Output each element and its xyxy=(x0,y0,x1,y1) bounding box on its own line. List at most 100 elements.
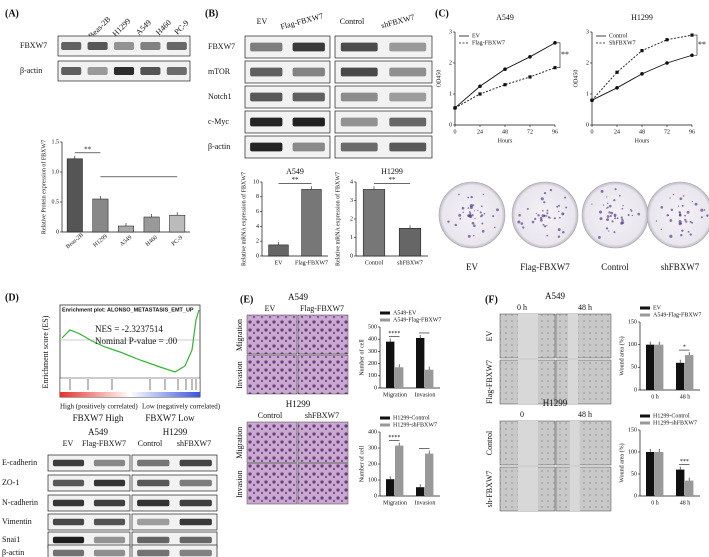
y-tick-label: 100 xyxy=(368,477,377,483)
legend-label: H1299-Control xyxy=(393,415,430,421)
colony xyxy=(630,209,633,212)
point xyxy=(590,98,594,102)
colony xyxy=(669,219,673,222)
colony xyxy=(700,208,704,212)
colony xyxy=(669,234,673,238)
colony xyxy=(562,230,565,234)
annotation: *** xyxy=(680,459,689,465)
legend-label: Flag-FBXW7 xyxy=(472,40,505,46)
bar xyxy=(655,344,664,390)
colony xyxy=(481,230,485,233)
y-tick-label: 0 xyxy=(634,493,637,499)
row-label: N-cadherin xyxy=(2,498,38,507)
wound-gap xyxy=(518,421,538,465)
band xyxy=(340,42,378,52)
y-label: Wound area (%) xyxy=(618,336,625,375)
y-tick-label: 4 xyxy=(256,224,259,230)
colony xyxy=(495,208,499,212)
colony xyxy=(606,218,609,221)
point xyxy=(478,84,482,89)
bar xyxy=(268,244,289,257)
y-tick-label: 1.0 xyxy=(52,169,60,175)
band xyxy=(52,459,85,467)
colony xyxy=(482,193,485,196)
colony-label: EV xyxy=(466,262,478,272)
colony xyxy=(562,213,565,215)
colony xyxy=(467,207,470,209)
colony xyxy=(631,214,634,217)
colony xyxy=(454,223,458,227)
y-tick-label: 1 xyxy=(350,235,353,241)
y-tick-label: 150 xyxy=(628,427,637,433)
band xyxy=(93,536,126,544)
band xyxy=(250,67,283,77)
group-label: FBXW7 High xyxy=(73,413,124,423)
legend-label: A549-EV xyxy=(393,310,417,316)
x-tick-label: A549 xyxy=(119,235,133,248)
series-line xyxy=(454,67,556,109)
colony xyxy=(684,218,687,221)
colony xyxy=(546,225,548,227)
band xyxy=(113,42,135,50)
point xyxy=(528,55,532,59)
legend-label: A549-Flag-FBXW7 xyxy=(653,312,701,318)
y-tick-label: 0 xyxy=(350,253,353,259)
colony xyxy=(546,209,549,212)
y-tick-label: 400 xyxy=(368,429,377,435)
blot xyxy=(334,85,433,109)
point xyxy=(528,75,532,79)
bar xyxy=(685,480,694,496)
x-tick-label: 48 xyxy=(502,129,508,135)
blot xyxy=(47,454,131,472)
colony xyxy=(655,220,658,222)
colony xyxy=(473,224,476,228)
band xyxy=(61,42,82,50)
colony xyxy=(537,214,540,217)
annotation: ** xyxy=(698,40,706,49)
blot xyxy=(244,85,331,109)
point xyxy=(615,86,619,90)
band xyxy=(137,549,170,557)
wound-gap xyxy=(569,421,580,465)
colony xyxy=(680,233,683,237)
colony xyxy=(608,204,612,208)
colony xyxy=(543,215,546,217)
y-label: Number of cell xyxy=(358,339,365,376)
colony xyxy=(598,210,603,214)
wound-image xyxy=(555,359,612,405)
colony xyxy=(613,213,617,217)
y-label: Relative Protein expression of FBXW7 xyxy=(40,140,47,234)
colony xyxy=(619,194,621,197)
y-label: Relative mRNA expression of FBXW7 xyxy=(240,172,247,266)
colony xyxy=(479,211,482,214)
colony xyxy=(493,226,496,229)
colony xyxy=(557,228,561,232)
y-tick-label: 0 xyxy=(56,229,59,235)
legend-swatch xyxy=(640,306,650,310)
x-tick-label: Flag-FBXW7 xyxy=(295,260,328,266)
colony xyxy=(620,216,623,219)
colony xyxy=(608,230,610,232)
point xyxy=(690,33,694,37)
bar xyxy=(676,469,685,496)
condition-label: shFBXW7 xyxy=(305,411,339,420)
band xyxy=(340,92,378,102)
x-tick-label: 48 h xyxy=(680,500,691,506)
legend-swatch xyxy=(380,311,390,315)
bar xyxy=(143,216,160,233)
colony xyxy=(558,210,560,212)
point xyxy=(640,49,644,53)
colony xyxy=(473,210,475,212)
colony xyxy=(462,211,464,214)
band xyxy=(61,67,82,75)
point xyxy=(640,72,644,76)
colony xyxy=(539,217,543,220)
colony xyxy=(611,220,614,223)
x-tick-label: 0 xyxy=(591,129,594,135)
y-tick-label: 2 xyxy=(449,60,452,66)
colony xyxy=(687,230,690,233)
transwell-image xyxy=(246,314,298,355)
bracket xyxy=(557,42,561,68)
band xyxy=(292,42,325,52)
